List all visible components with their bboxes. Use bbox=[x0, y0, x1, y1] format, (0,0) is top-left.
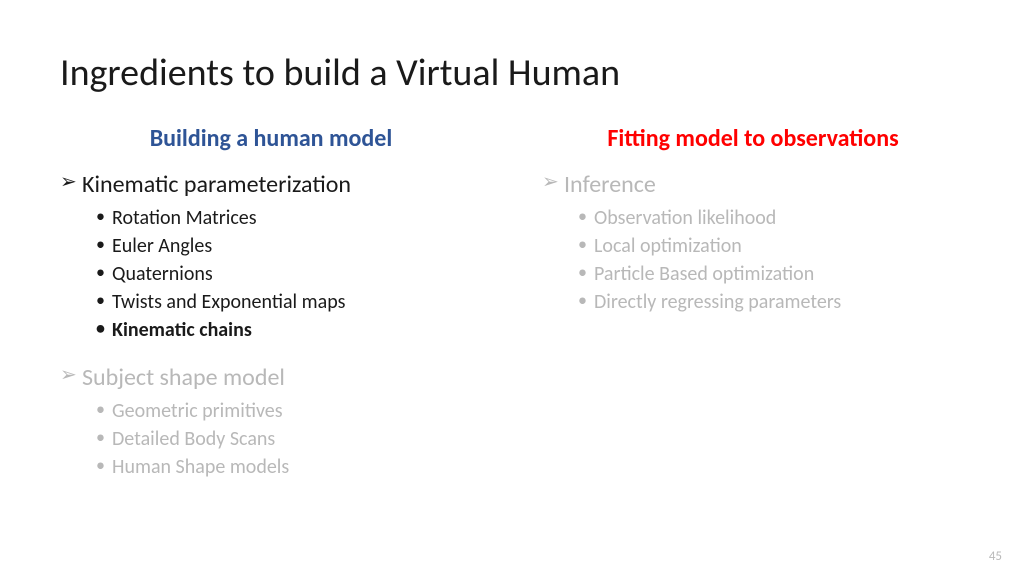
list-item: Quaternions bbox=[60, 260, 482, 288]
page-number: 45 bbox=[989, 549, 1002, 564]
list-item: Directly regressing parameters bbox=[542, 288, 964, 316]
section-title: Kinematic parameterization bbox=[60, 169, 482, 200]
list-item: Human Shape models bbox=[60, 453, 482, 481]
list-item: Local optimization bbox=[542, 232, 964, 260]
list-item: Geometric primitives bbox=[60, 397, 482, 425]
list-item: Rotation Matrices bbox=[60, 204, 482, 232]
section-kinematic: Kinematic parameterization Rotation Matr… bbox=[60, 169, 482, 344]
list-item: Euler Angles bbox=[60, 232, 482, 260]
slide-title: Ingredients to build a Virtual Human bbox=[60, 50, 964, 96]
slide: Ingredients to build a Virtual Human Bui… bbox=[0, 0, 1024, 576]
right-column: Fitting model to observations Inference … bbox=[542, 124, 964, 499]
section-shape-model: Subject shape model Geometric primitives… bbox=[60, 362, 482, 481]
left-column: Building a human model Kinematic paramet… bbox=[60, 124, 482, 499]
columns-container: Building a human model Kinematic paramet… bbox=[60, 124, 964, 499]
left-column-header: Building a human model bbox=[60, 124, 482, 153]
list-item: Kinematic chains bbox=[60, 316, 482, 344]
right-column-header: Fitting model to observations bbox=[542, 124, 964, 153]
bullet-list: Observation likelihood Local optimizatio… bbox=[542, 204, 964, 316]
section-title: Subject shape model bbox=[60, 362, 482, 393]
list-item: Twists and Exponential maps bbox=[60, 288, 482, 316]
list-item: Observation likelihood bbox=[542, 204, 964, 232]
list-item: Particle Based optimization bbox=[542, 260, 964, 288]
section-inference: Inference Observation likelihood Local o… bbox=[542, 169, 964, 316]
section-title: Inference bbox=[542, 169, 964, 200]
bullet-list: Geometric primitives Detailed Body Scans… bbox=[60, 397, 482, 481]
bullet-list: Rotation Matrices Euler Angles Quaternio… bbox=[60, 204, 482, 344]
list-item: Detailed Body Scans bbox=[60, 425, 482, 453]
